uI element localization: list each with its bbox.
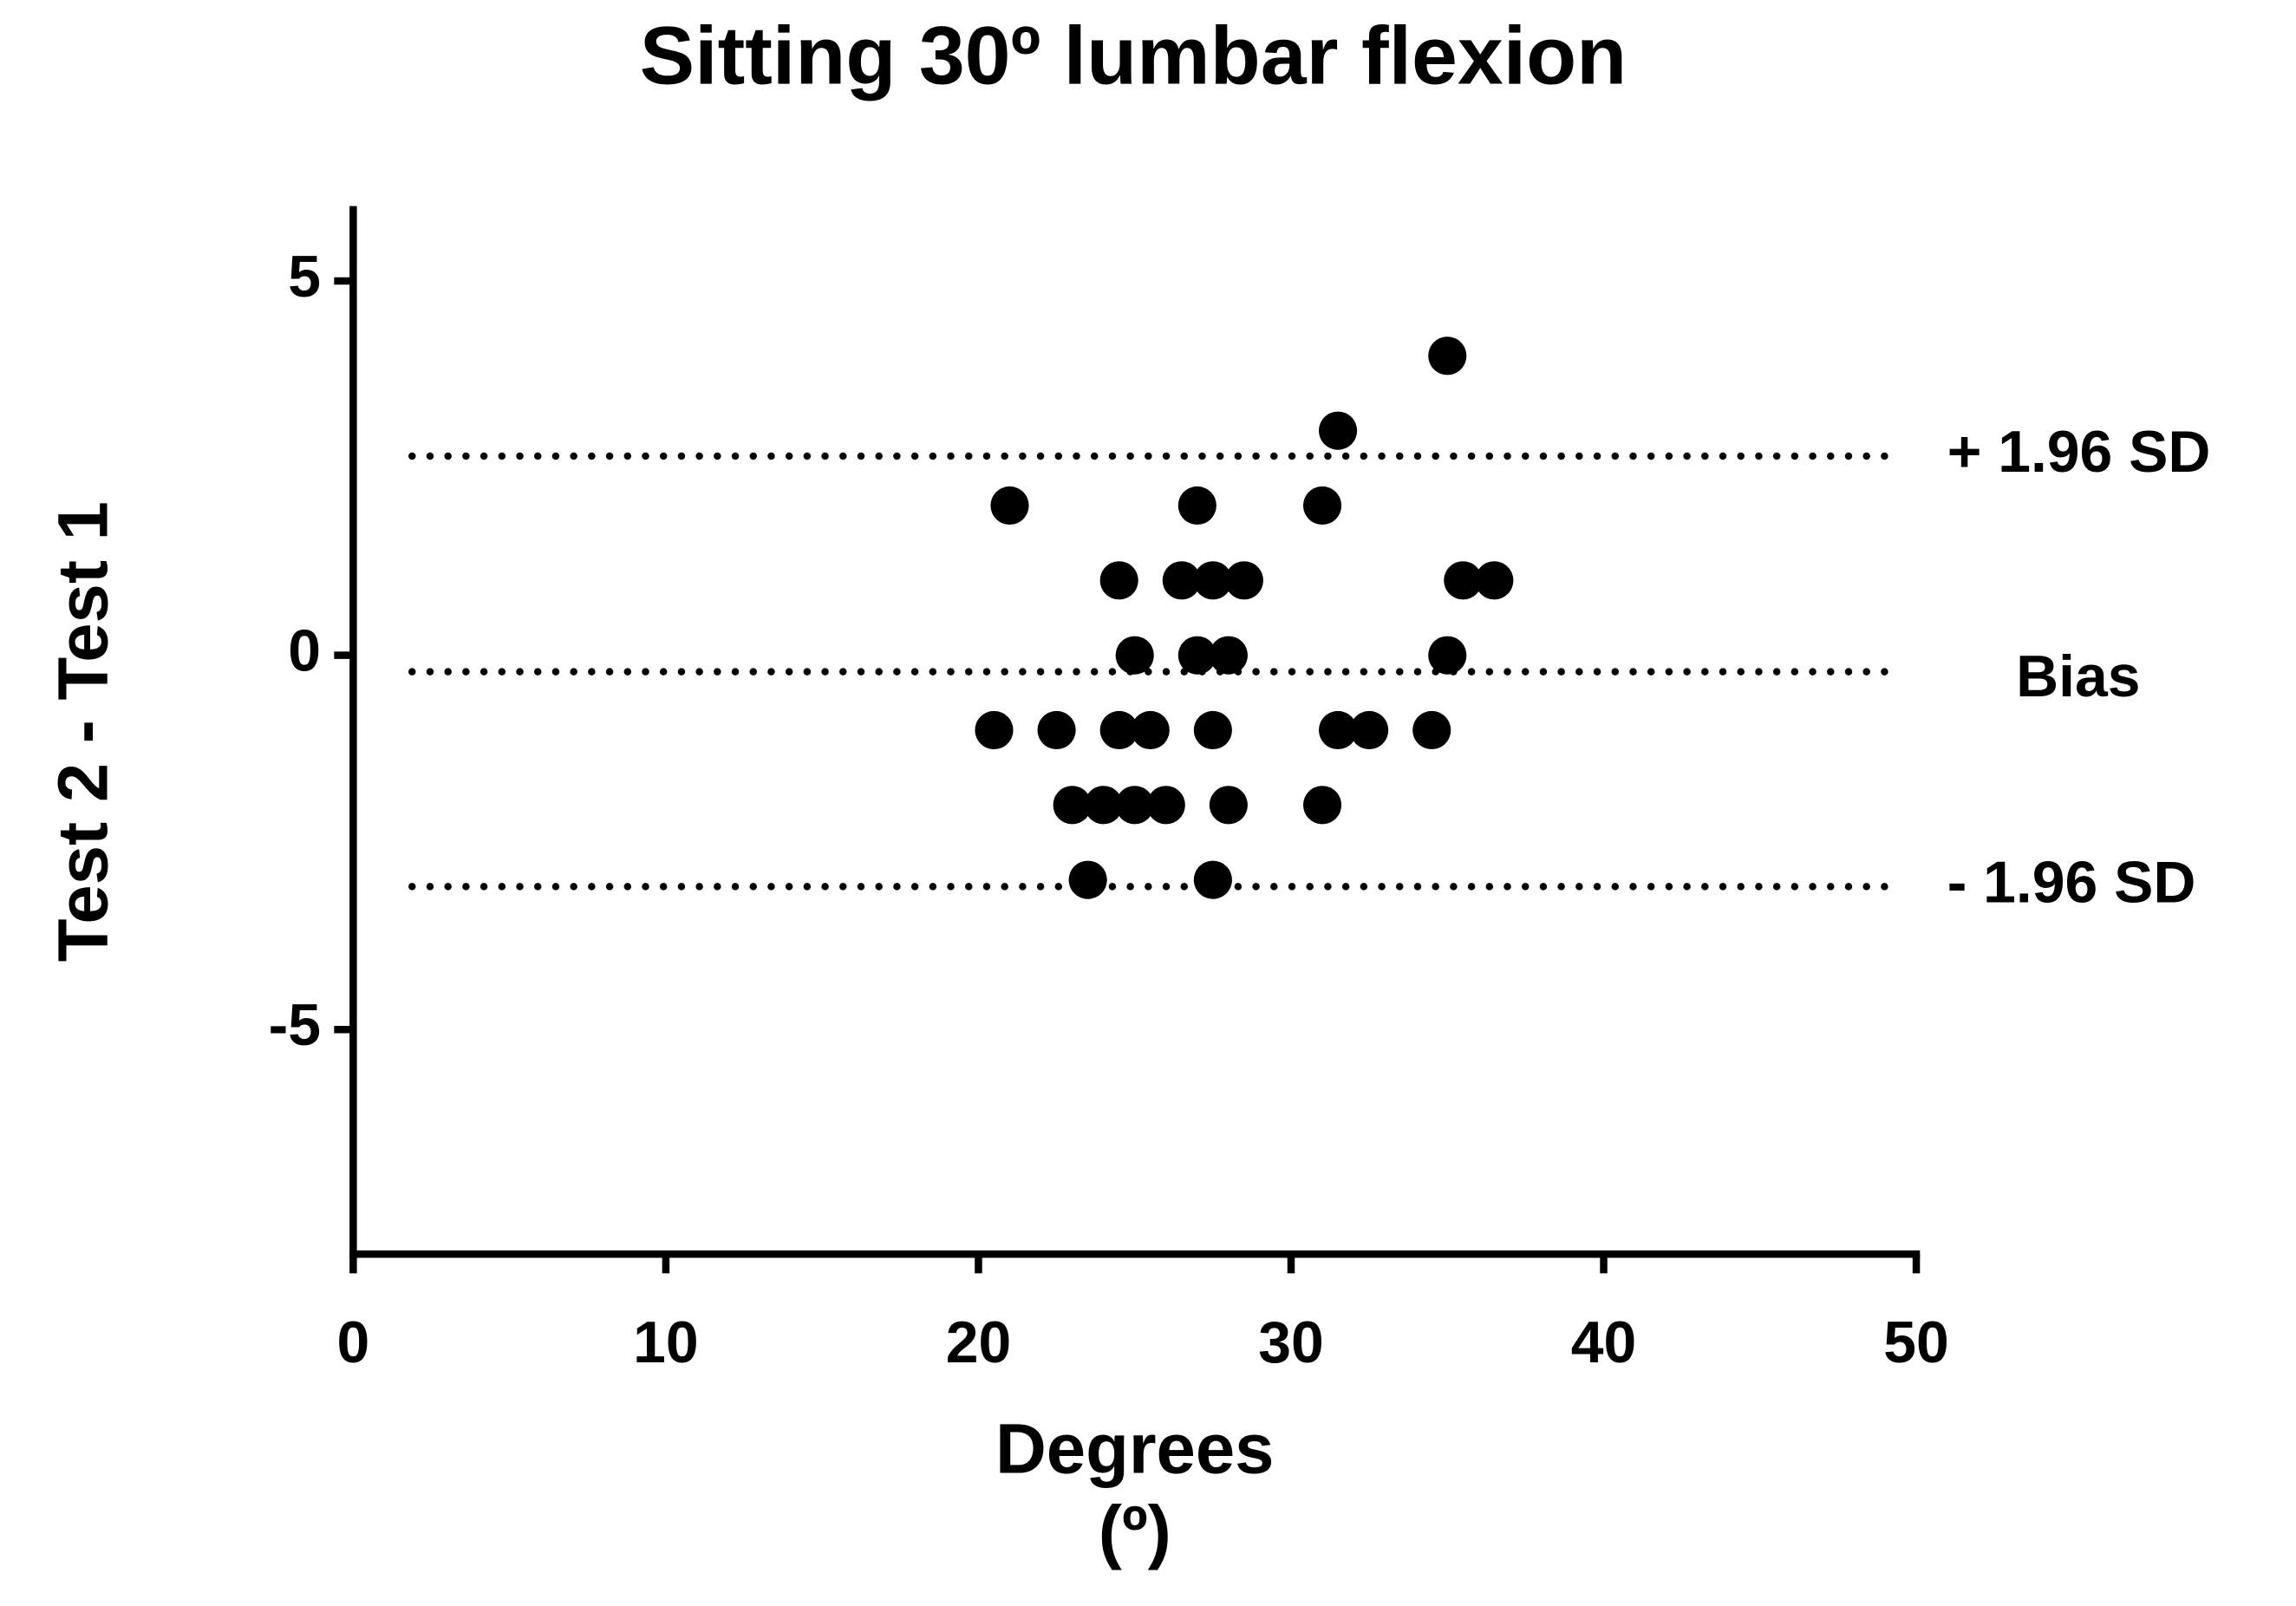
y-tick-label: -5 [269,993,321,1058]
reference-label: Bias [2016,644,2140,709]
point [1146,786,1185,825]
point [1209,786,1248,825]
point [1177,486,1216,526]
x-tick-label: 30 [1258,1310,1323,1375]
point [1428,336,1467,375]
point [1037,710,1076,750]
point [1115,786,1154,825]
x-axis-label: Degrees [995,1410,1275,1489]
y-tick-label: 5 [288,245,321,310]
point [1224,561,1263,600]
point [1350,710,1389,750]
point [1177,636,1216,675]
point [975,710,1014,750]
y-axis-label: Test 2 - Test 1 [43,501,122,962]
point [1193,561,1232,600]
reference-label: + 1.96 SD [1947,420,2211,485]
point [1302,786,1342,825]
point [1319,710,1358,750]
point [1209,636,1248,675]
x-axis-label: (º) [1099,1492,1171,1571]
point [1099,561,1138,600]
reference-label: - 1.96 SD [1947,850,2196,915]
point [1193,860,1232,899]
point [1412,710,1451,750]
point [1193,710,1232,750]
point [1444,561,1483,600]
point [1475,561,1514,600]
point [1053,786,1092,825]
point [1131,710,1170,750]
x-tick-label: 50 [1883,1310,1948,1375]
x-tick-label: 10 [633,1310,698,1375]
point [1302,486,1342,526]
x-tick-label: 40 [1571,1310,1636,1375]
point [1428,636,1467,675]
point [1099,710,1138,750]
point [990,486,1029,526]
x-tick-label: 20 [946,1310,1011,1375]
point [1319,411,1358,450]
point [1068,860,1107,899]
point [1162,561,1201,600]
y-tick-label: 0 [288,619,321,684]
point [1084,786,1123,825]
point [1115,636,1154,675]
chart-title: Sitting 30º lumbar flexion [640,10,1627,101]
x-tick-label: 0 [337,1310,370,1375]
